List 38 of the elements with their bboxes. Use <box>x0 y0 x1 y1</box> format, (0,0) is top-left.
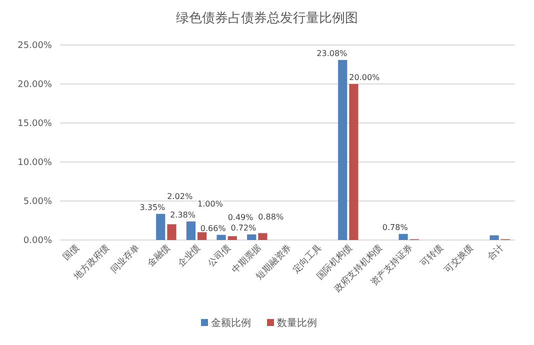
y-tick-label: 0.00% <box>23 236 52 246</box>
legend-label: 金额比例 <box>211 317 251 329</box>
bar <box>186 221 196 240</box>
bar <box>338 60 348 240</box>
y-tick-label: 25.00% <box>18 41 52 51</box>
data-label: 23.08% <box>316 48 348 58</box>
y-tick-label: 20.00% <box>18 80 52 90</box>
bar <box>198 232 207 240</box>
data-label: 2.38% <box>170 210 196 220</box>
legend-label: 数量比例 <box>277 317 317 329</box>
data-label: 3.35% <box>140 202 166 212</box>
data-label: 0.72% <box>230 223 257 232</box>
data-label: 2.02% <box>167 192 193 201</box>
x-tick-label: 国债 <box>60 242 82 263</box>
data-label: 0.88% <box>258 212 284 222</box>
y-tick-label: 10.00% <box>18 158 52 168</box>
bar <box>247 234 256 240</box>
bar <box>349 84 358 240</box>
x-tick-label: 公司债 <box>206 242 233 270</box>
x-tick-label: 企业债 <box>176 242 203 270</box>
bar <box>398 234 408 240</box>
x-tick-label: 合计 <box>485 242 506 263</box>
data-label: 1.00% <box>198 199 224 208</box>
bar <box>167 224 176 240</box>
data-label: 0.66% <box>200 224 226 233</box>
bar <box>490 235 499 240</box>
bar <box>216 234 226 240</box>
y-tick-label: 15.00% <box>18 119 52 129</box>
x-tick-label: 金融债 <box>145 242 172 270</box>
data-label: 0.78% <box>382 222 408 232</box>
bar <box>258 233 268 240</box>
chart-title: 绿色债券占债券总发行量比例图 <box>176 11 358 26</box>
bar <box>228 236 237 240</box>
y-tick-label: 5.00% <box>23 197 52 207</box>
data-label: 20.00% <box>349 73 380 82</box>
bar <box>156 214 166 240</box>
data-label: 0.49% <box>228 212 254 222</box>
x-tick-label: 同业存单 <box>108 242 142 276</box>
